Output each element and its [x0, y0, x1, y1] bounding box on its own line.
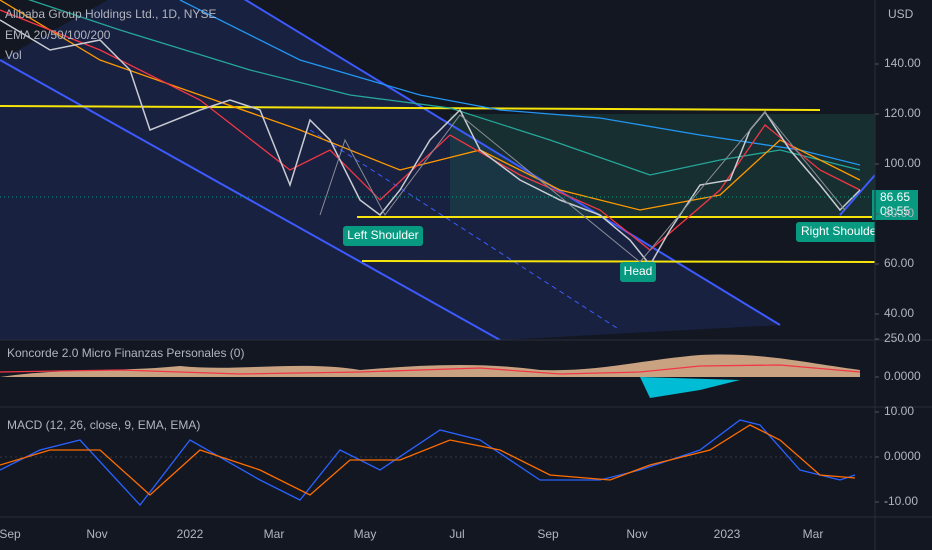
y-tick-label: -10.00: [884, 494, 918, 508]
y-tick-label: 120.00: [884, 106, 921, 120]
y-tick-label: 40.00: [884, 306, 914, 320]
x-tick-label: Jul: [449, 527, 464, 541]
signal-line: [0, 424, 856, 496]
pattern-zone: [450, 114, 875, 217]
x-tick-label: 2023: [714, 527, 741, 541]
koncorde-line: [0, 364, 861, 375]
pattern-outline: [319, 111, 846, 263]
ema-100: [179, 0, 861, 166]
countdown: 08:55: [880, 204, 910, 218]
currency: USD: [888, 7, 914, 21]
annotation-box: [343, 226, 423, 246]
price-pane: Left Shoulder Head Right Shoulder Alibab…: [0, 0, 880, 340]
x-tick-label: May: [354, 527, 377, 541]
annotation-box: [796, 222, 875, 242]
x-tick-label: Mar: [803, 527, 824, 541]
y-tick-label: 0.0000: [884, 369, 921, 383]
last-price-box: [872, 190, 918, 220]
x-tick-label: Nov: [626, 527, 647, 541]
y-tick-label: 80.00: [884, 206, 914, 220]
annotation: Head: [624, 264, 653, 278]
y-tick-label: 250.00: [884, 331, 921, 345]
pane-title: MACD (12, 26, close, 9, EMA, EMA): [7, 418, 200, 432]
support-line: [361, 260, 875, 263]
neckline: [0, 105, 821, 111]
channel-line: [243, 0, 781, 326]
x-tick-label: Sep: [537, 527, 559, 541]
annotation: Left Shoulder: [347, 228, 418, 242]
pane-title: Koncorde 2.0 Micro Finanzas Personales (…: [7, 346, 244, 360]
y-tick-label: 100.00: [884, 156, 921, 170]
channel-mid: [309, 129, 621, 331]
annotation: Right Shoulder: [801, 224, 880, 238]
volume-legend: Vol: [5, 48, 22, 62]
ema-legend: EMA 20/50/100/200: [5, 28, 111, 42]
x-tick-label: Mar: [264, 527, 285, 541]
annotation-box: [620, 262, 656, 282]
last-price: 86.65: [880, 190, 910, 204]
x-tick-label: Nov: [86, 527, 107, 541]
symbol-title: Alibaba Group Holdings Ltd., 1D, NYSE: [5, 7, 216, 21]
channel-line: [839, 174, 875, 216]
x-tick-label: 2022: [177, 527, 204, 541]
y-tick-label: 10.00: [884, 404, 914, 418]
y-tick-label: 0.0000: [884, 449, 921, 463]
koncorde-blue: [640, 377, 740, 398]
x-tick-label: Sep: [0, 527, 21, 541]
y-tick-label: 140.00: [884, 56, 921, 70]
channel-fill: [0, 0, 780, 340]
ema-20: [0, 9, 861, 251]
y-tick-label: 60.00: [884, 256, 914, 270]
ema-200: [27, 0, 861, 176]
